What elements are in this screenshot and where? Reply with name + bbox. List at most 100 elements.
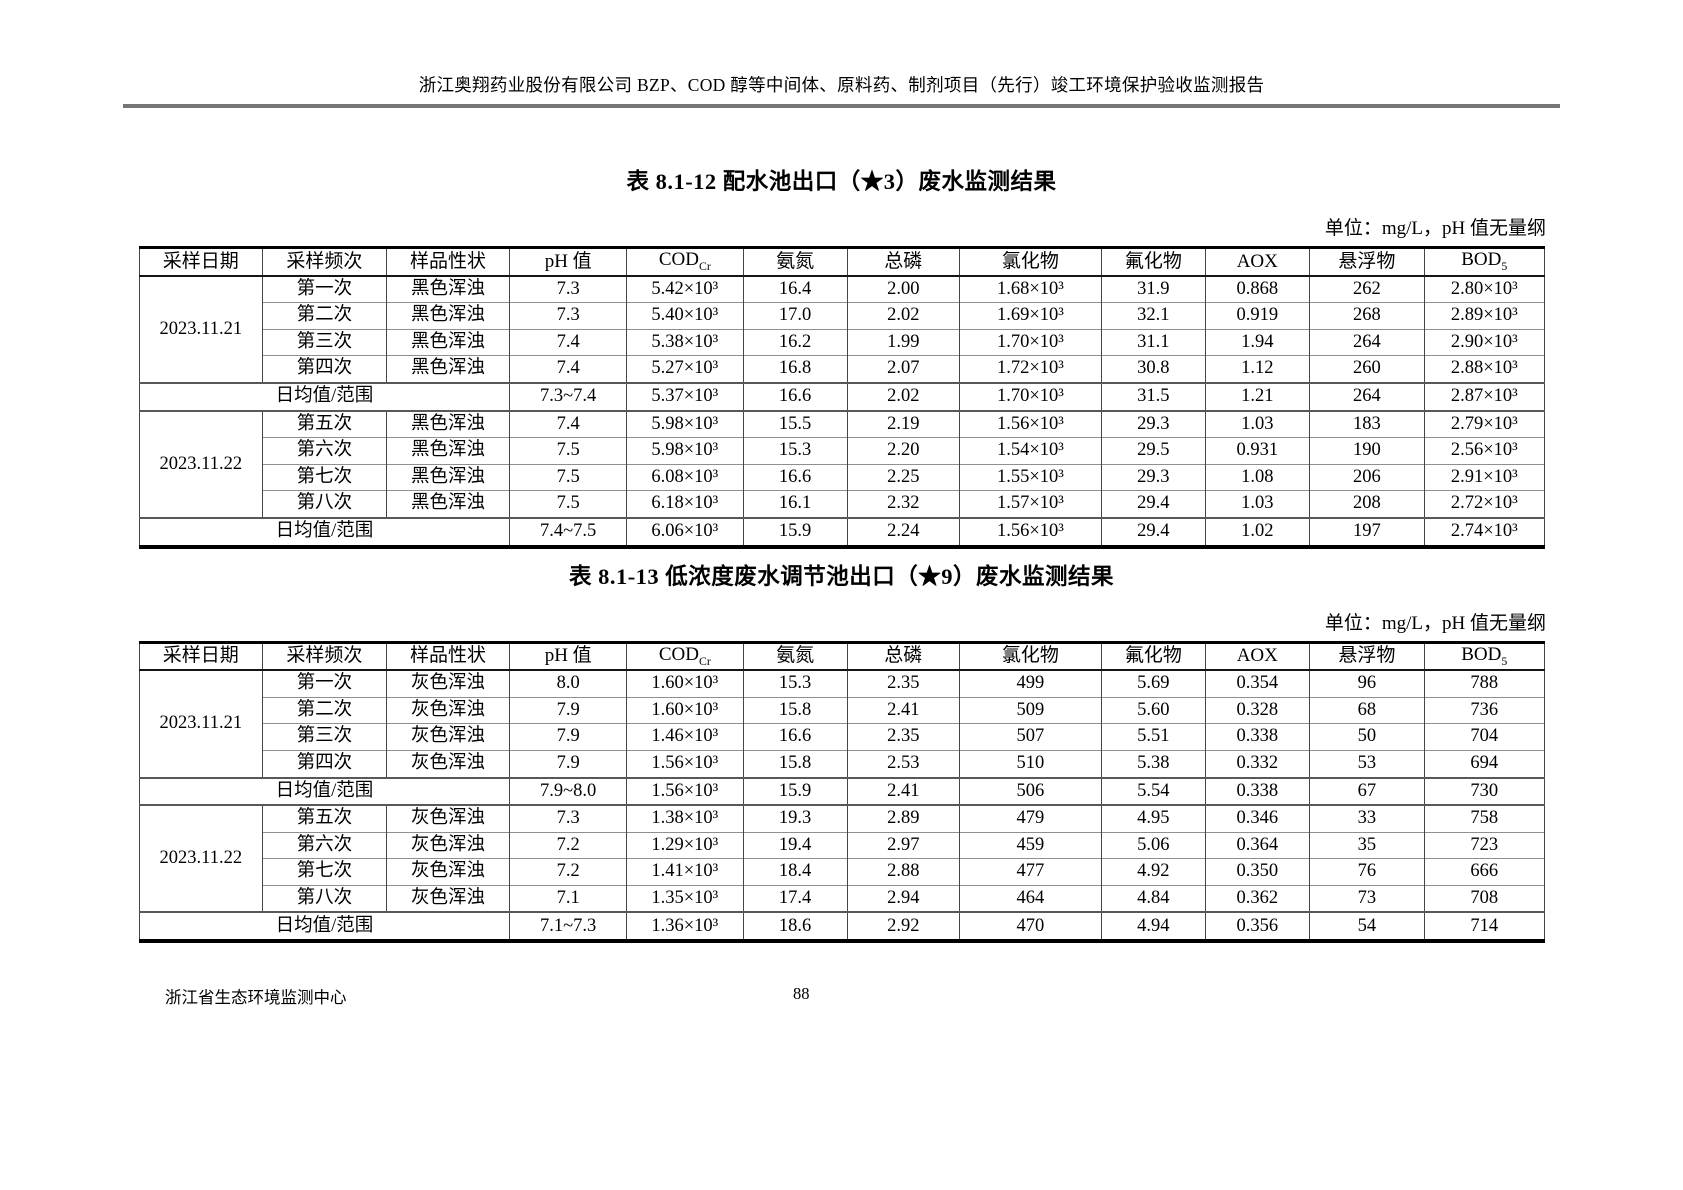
value-cell-suspended-solids: 53 bbox=[1308, 749, 1425, 778]
value-cell-cod: 1.60×10³ bbox=[625, 669, 744, 698]
sampling-frequency-cell: 第六次 bbox=[262, 437, 387, 465]
value-cell-bod: 723 bbox=[1423, 831, 1545, 859]
daily-value-cell-fluoride: 29.4 bbox=[1100, 516, 1206, 548]
header-divider bbox=[123, 104, 1560, 108]
value-cell-cod: 1.29×10³ bbox=[625, 831, 744, 859]
daily-value-cell-suspended-solids: 197 bbox=[1308, 516, 1425, 548]
sample-appearance-cell: 灰色浑浊 bbox=[385, 858, 511, 886]
value-cell-cod: 5.42×10³ bbox=[625, 275, 744, 303]
value-cell-fluoride: 5.38 bbox=[1100, 749, 1206, 778]
sample-appearance-cell: 灰色浑浊 bbox=[385, 696, 511, 724]
value-cell-total-phosphorus: 2.89 bbox=[846, 804, 960, 833]
table-section-2: 表 8.1-13 低浓度废水调节池出口（★9）废水监测结果 单位：mg/L，pH… bbox=[123, 559, 1560, 944]
table-1-title: 表 8.1-12 配水池出口（★3）废水监测结果 bbox=[626, 169, 1057, 194]
value-cell-cod: 5.98×10³ bbox=[625, 410, 744, 438]
value-cell-ammonia-nitrogen: 15.5 bbox=[742, 410, 848, 438]
sample-row: 第三次 灰色浑浊 7.9 1.46×10³ 16.6 2.35 507 5.51 0.338 50… bbox=[139, 723, 1545, 751]
daily-value-cell-ammonia-nitrogen: 15.9 bbox=[742, 516, 848, 548]
daily-value-cell-ammonia-nitrogen: 18.6 bbox=[742, 911, 848, 943]
sample-row: 第七次 黑色浑浊 7.5 6.08×10³ 16.6 2.25 1.55×10³ 29.3 1.… bbox=[139, 463, 1545, 491]
sampling-frequency-cell: 第二次 bbox=[262, 302, 387, 330]
sample-row: 第八次 黑色浑浊 7.5 6.18×10³ 16.1 2.32 1.57×10³ 29.4 1.… bbox=[139, 490, 1545, 518]
column-header-aox: AOX bbox=[1204, 642, 1310, 672]
value-cell-ammonia-nitrogen: 16.2 bbox=[742, 328, 848, 356]
value-cell-suspended-solids: 73 bbox=[1308, 884, 1425, 913]
value-cell-cod: 1.46×10³ bbox=[625, 723, 744, 751]
value-cell-aox: 1.03 bbox=[1204, 490, 1310, 518]
sample-appearance-cell: 灰色浑浊 bbox=[385, 804, 511, 833]
value-cell-ph: 7.3 bbox=[509, 275, 627, 303]
sampling-frequency-cell: 第六次 bbox=[262, 831, 387, 859]
page-header: 浙江奥翔药业股份有限公司 BZP、COD 醇等中间体、原料药、制剂项目（先行）竣… bbox=[123, 0, 1560, 97]
page-number: 88 bbox=[793, 984, 810, 1003]
value-cell-chloride: 1.68×10³ bbox=[958, 275, 1102, 303]
sample-appearance-cell: 黑色浑浊 bbox=[385, 302, 511, 330]
value-cell-suspended-solids: 68 bbox=[1308, 696, 1425, 724]
sample-row: 第七次 灰色浑浊 7.2 1.41×10³ 18.4 2.88 477 4.92 0.350 76… bbox=[139, 858, 1545, 886]
daily-value-cell-fluoride: 31.5 bbox=[1100, 381, 1206, 412]
value-cell-suspended-solids: 190 bbox=[1308, 437, 1425, 465]
sampling-frequency-cell: 第七次 bbox=[262, 463, 387, 491]
table-1-head: 采样日期 采样频次 样品性状 pH 值 CODCr 氨氮 总磷 氯化物 氟化物 AOX 悬浮物 BOD… bbox=[138, 247, 1545, 277]
daily-value-cell-total-phosphorus: 2.41 bbox=[846, 776, 960, 807]
daily-value-cell-chloride: 1.70×10³ bbox=[958, 381, 1102, 412]
value-cell-ammonia-nitrogen: 15.3 bbox=[742, 669, 848, 698]
column-header-fluoride: 氟化物 bbox=[1100, 642, 1206, 672]
value-cell-cod: 1.35×10³ bbox=[625, 884, 744, 913]
value-cell-ph: 8.0 bbox=[509, 669, 627, 698]
value-cell-suspended-solids: 96 bbox=[1308, 669, 1425, 698]
value-cell-ammonia-nitrogen: 19.3 bbox=[742, 804, 848, 833]
value-cell-fluoride: 4.95 bbox=[1100, 804, 1206, 833]
value-cell-total-phosphorus: 2.02 bbox=[846, 302, 960, 330]
value-cell-cod: 6.18×10³ bbox=[625, 490, 744, 518]
value-cell-cod: 5.27×10³ bbox=[625, 355, 744, 383]
value-cell-bod: 2.91×10³ bbox=[1423, 463, 1545, 491]
sampling-frequency-cell: 第三次 bbox=[262, 723, 387, 751]
column-header-sampling-date: 采样日期 bbox=[138, 642, 264, 672]
table-1-unit-note: 单位：mg/L，pH 值无量纲 bbox=[1324, 218, 1546, 239]
column-header-ph: pH 值 bbox=[509, 247, 627, 277]
value-cell-aox: 0.332 bbox=[1204, 749, 1310, 778]
value-cell-chloride: 477 bbox=[958, 858, 1102, 886]
value-cell-fluoride: 4.84 bbox=[1100, 884, 1206, 913]
value-cell-cod: 5.38×10³ bbox=[625, 328, 744, 356]
value-cell-chloride: 1.56×10³ bbox=[958, 410, 1102, 438]
value-cell-total-phosphorus: 2.41 bbox=[846, 696, 960, 724]
value-cell-ammonia-nitrogen: 18.4 bbox=[742, 858, 848, 886]
value-cell-suspended-solids: 262 bbox=[1308, 275, 1425, 303]
value-cell-bod: 2.90×10³ bbox=[1423, 328, 1545, 356]
daily-value-cell-suspended-solids: 67 bbox=[1308, 776, 1425, 807]
daily-value-cell-aox: 1.21 bbox=[1204, 381, 1310, 412]
sample-row: 2023.11.22 第五次 灰色浑浊 7.3 1.38×10³ 19.3 2.89 479 4… bbox=[138, 804, 1545, 913]
table-2-unit-note: 单位：mg/L，pH 值无量纲 bbox=[1324, 612, 1546, 634]
value-cell-fluoride: 29.5 bbox=[1100, 437, 1206, 465]
column-header-sampling-frequency: 采样频次 bbox=[262, 247, 387, 277]
daily-value-cell-cod: 1.56×10³ bbox=[625, 776, 744, 807]
column-header-total-phosphorus: 总磷 bbox=[846, 247, 960, 277]
daily-value-cell-chloride: 506 bbox=[958, 776, 1102, 807]
value-cell-aox: 1.03 bbox=[1204, 410, 1310, 438]
column-header-ammonia-nitrogen: 氨氮 bbox=[742, 642, 848, 672]
value-cell-chloride: 479 bbox=[958, 804, 1102, 833]
sample-row: 第四次 灰色浑浊 7.9 1.56×10³ 15.8 2.53 510 5.38 0.332 53… bbox=[139, 749, 1545, 778]
sampling-frequency-cell: 第五次 bbox=[262, 410, 387, 438]
value-cell-aox: 1.12 bbox=[1204, 355, 1310, 383]
header-row: 采样日期 采样频次 样品性状 pH 值 CODCr 氨氮 总磷 氯化物 氟化物 AOX 悬浮物 BOD… bbox=[138, 642, 1545, 672]
value-cell-fluoride: 5.69 bbox=[1100, 669, 1206, 698]
value-cell-bod: 694 bbox=[1423, 749, 1545, 778]
column-header-cod: CODCr bbox=[625, 247, 744, 277]
column-header-bod: BOD5 bbox=[1423, 642, 1545, 672]
daily-value-cell-total-phosphorus: 2.24 bbox=[846, 516, 960, 548]
value-cell-suspended-solids: 260 bbox=[1308, 355, 1425, 383]
value-cell-ph: 7.2 bbox=[509, 831, 627, 859]
value-cell-aox: 0.354 bbox=[1204, 669, 1310, 698]
value-cell-cod: 6.08×10³ bbox=[625, 463, 744, 491]
value-cell-cod: 5.40×10³ bbox=[625, 302, 744, 330]
sample-row: 2023.11.22 第五次 黑色浑浊 7.4 5.98×10³ 15.5 2.19 1.56… bbox=[138, 410, 1545, 518]
value-cell-ph: 7.5 bbox=[509, 490, 627, 518]
value-cell-aox: 1.94 bbox=[1204, 328, 1310, 356]
sampling-frequency-cell: 第二次 bbox=[262, 696, 387, 724]
value-cell-ph: 7.5 bbox=[509, 437, 627, 465]
value-cell-aox: 0.362 bbox=[1204, 884, 1310, 913]
daily-average-row: 日均值/范围 7.4~7.5 6.06×10³ 15.9 2.24 1.56×10³ 29.… bbox=[138, 516, 1545, 548]
